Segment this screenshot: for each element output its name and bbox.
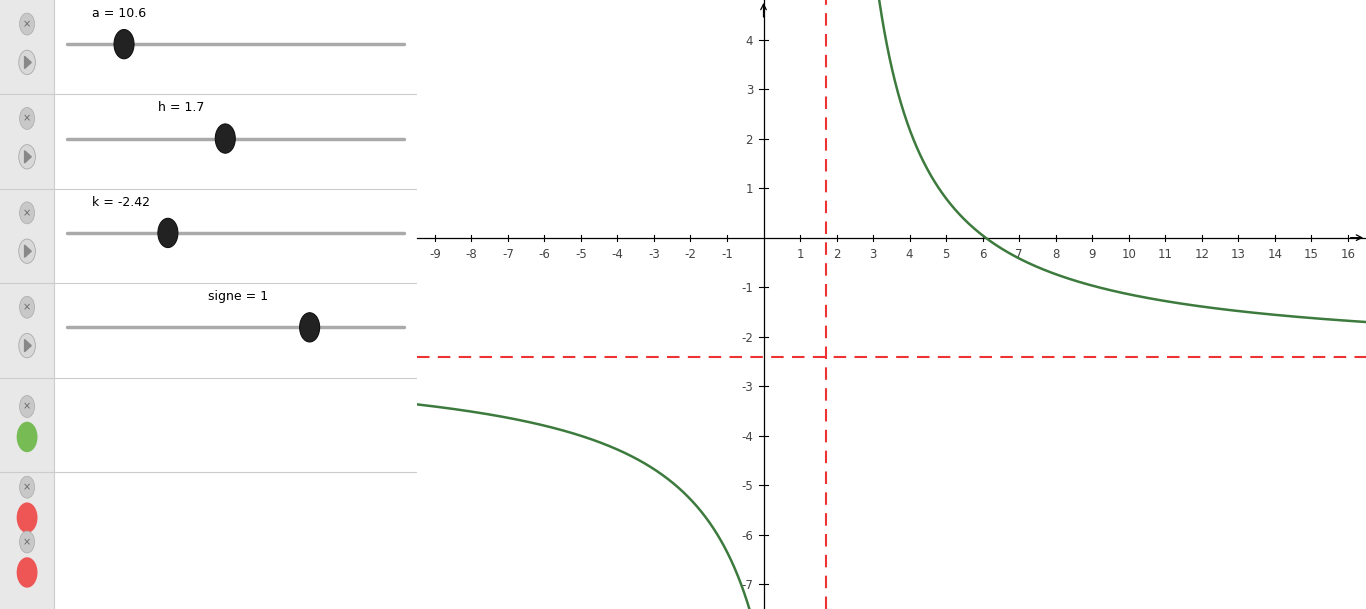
Polygon shape <box>25 151 31 163</box>
Text: h = 1.7: h = 1.7 <box>158 101 205 114</box>
Polygon shape <box>25 245 31 257</box>
Text: ×: × <box>23 482 31 492</box>
Text: signe = 1: signe = 1 <box>208 290 269 303</box>
Circle shape <box>16 502 37 533</box>
Circle shape <box>299 313 320 342</box>
Circle shape <box>19 476 34 498</box>
Circle shape <box>19 145 36 169</box>
Circle shape <box>19 531 34 553</box>
Circle shape <box>113 30 134 59</box>
Text: ×: × <box>23 113 31 124</box>
Circle shape <box>19 13 34 35</box>
Polygon shape <box>25 57 31 69</box>
Circle shape <box>19 239 36 263</box>
Circle shape <box>158 219 178 247</box>
Circle shape <box>19 107 34 130</box>
Circle shape <box>216 124 235 153</box>
Circle shape <box>19 297 34 318</box>
Text: ×: × <box>23 19 31 29</box>
Polygon shape <box>25 340 31 352</box>
Circle shape <box>16 557 37 588</box>
Circle shape <box>16 422 37 452</box>
Circle shape <box>19 334 36 358</box>
Circle shape <box>19 51 36 74</box>
Text: a = 10.6: a = 10.6 <box>92 7 146 20</box>
Text: ×: × <box>23 302 31 312</box>
Text: ×: × <box>23 537 31 547</box>
Text: ×: × <box>23 401 31 412</box>
Circle shape <box>19 396 34 418</box>
Circle shape <box>19 202 34 224</box>
Bar <box>0 0 55 609</box>
Text: k = -2.42: k = -2.42 <box>92 195 150 208</box>
Text: ×: × <box>23 208 31 218</box>
